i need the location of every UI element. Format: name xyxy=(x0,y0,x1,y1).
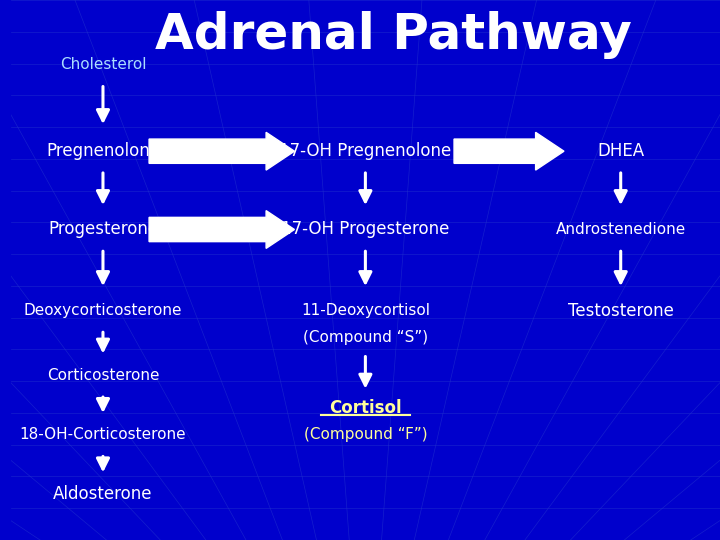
Text: (Compound “F”): (Compound “F”) xyxy=(304,427,427,442)
Text: 11-Deoxycortisol: 11-Deoxycortisol xyxy=(301,303,430,318)
Text: Cortisol: Cortisol xyxy=(329,399,402,417)
Text: (Compound “S”): (Compound “S”) xyxy=(303,330,428,345)
Text: Androstenedione: Androstenedione xyxy=(556,222,686,237)
Text: Pregnenolone: Pregnenolone xyxy=(46,142,160,160)
Text: 17-OH Progesterone: 17-OH Progesterone xyxy=(282,220,449,239)
Text: Adrenal Pathway: Adrenal Pathway xyxy=(156,11,632,59)
Text: 17-OH Pregnenolone: 17-OH Pregnenolone xyxy=(279,142,451,160)
Text: Progesterone: Progesterone xyxy=(48,220,158,239)
Text: Aldosterone: Aldosterone xyxy=(53,485,153,503)
Text: Deoxycorticosterone: Deoxycorticosterone xyxy=(24,303,182,318)
Text: 18-OH-Corticosterone: 18-OH-Corticosterone xyxy=(19,427,186,442)
FancyArrow shape xyxy=(454,132,564,170)
Text: Cholesterol: Cholesterol xyxy=(60,57,146,72)
Text: Testosterone: Testosterone xyxy=(568,301,674,320)
FancyArrow shape xyxy=(149,132,294,170)
Text: DHEA: DHEA xyxy=(597,142,644,160)
FancyArrow shape xyxy=(149,211,294,248)
Text: Corticosterone: Corticosterone xyxy=(47,368,159,383)
